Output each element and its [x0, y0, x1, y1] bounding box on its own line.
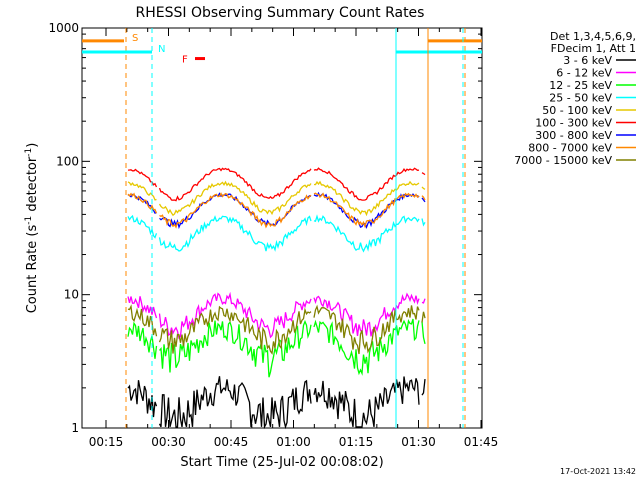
series-line-4	[421, 186, 426, 190]
legend-entry-label: 300 - 800 keV	[535, 129, 612, 142]
y-axis-label-mid: detector	[25, 156, 40, 216]
y-tick-label: 1	[71, 421, 79, 435]
series-line-2	[159, 319, 312, 378]
series-line-1	[158, 291, 312, 340]
legend: Det 1,3,4,5,6,9,FDecim 1, Att 13 - 6 keV…	[514, 30, 636, 167]
events-layer: S N F	[82, 28, 482, 428]
legend-header-line: Det 1,3,4,5,6,9,	[550, 30, 636, 43]
event-label-S: S	[132, 33, 138, 44]
series-line-5	[158, 167, 312, 202]
series-line-8	[158, 305, 312, 355]
series-line-8	[313, 304, 420, 355]
series-layer	[127, 167, 426, 430]
series-line-0	[421, 379, 426, 396]
series-line-8	[421, 311, 426, 323]
y-tick-label: 100	[56, 154, 79, 168]
series-line-6	[421, 197, 426, 203]
axis-ticks: 00:15 00:30 00:45 01:00 01:15 01:30 01:45 1 10 10…	[48, 21, 498, 449]
y-axis-label-end: )	[25, 143, 40, 148]
series-line-3	[158, 215, 312, 252]
x-axis-label: Start Time (25-Jul-02 00:08:02)	[180, 455, 383, 470]
event-label-N: N	[158, 44, 165, 55]
plot-frame	[81, 27, 483, 429]
x-tick-label: 01:15	[339, 435, 374, 449]
series-line-3	[313, 214, 420, 253]
series-line-1	[421, 298, 426, 304]
series-line-1	[313, 292, 420, 337]
series-line-4	[313, 180, 420, 217]
legend-entry-label: 100 - 300 keV	[535, 117, 612, 130]
legend-entry-label: 3 - 6 keV	[563, 54, 612, 67]
legend-entry-label: 7000 - 15000 keV	[514, 154, 612, 167]
event-label-F: F	[182, 55, 188, 66]
y-axis-label-sup1: -1	[24, 216, 34, 225]
legend-header-line: FDecim 1, Att 1	[551, 42, 636, 55]
series-line-7	[159, 192, 312, 229]
legend-entry-label: 800 - 7000 keV	[528, 142, 612, 155]
y-tick-label: 1000	[48, 21, 79, 35]
series-line-4	[158, 180, 312, 217]
y-axis-label: Count Rate (s-1 detector-1)	[24, 143, 40, 314]
series-line-5	[313, 167, 420, 201]
x-tick-label: 01:30	[401, 435, 436, 449]
series-line-7	[127, 192, 158, 214]
y-tick-label: 10	[64, 288, 79, 302]
series-line-2	[421, 321, 426, 345]
legend-entry-label: 6 - 12 keV	[556, 67, 612, 80]
series-line-0	[313, 376, 420, 428]
series-line-3	[421, 218, 426, 227]
legend-entry-label: 50 - 100 keV	[542, 104, 612, 117]
legend-entry-label: 12 - 25 keV	[549, 79, 612, 92]
y-axis-label-main: Count Rate (s	[25, 225, 40, 314]
x-tick-label: 00:30	[151, 435, 186, 449]
chart-title: RHESSI Observing Summary Count Rates	[136, 5, 425, 21]
legend-entry-label: 25 - 50 keV	[549, 92, 612, 105]
series-line-7	[313, 192, 420, 229]
x-tick-label: 01:00	[276, 435, 311, 449]
series-line-7	[421, 195, 426, 201]
x-tick-label: 00:15	[89, 435, 124, 449]
y-axis-label-sup2: -1	[24, 148, 34, 157]
x-tick-label: 00:45	[214, 435, 249, 449]
footer-timestamp: 17-Oct-2021 13:42	[560, 467, 636, 476]
series-line-1	[127, 296, 158, 319]
series-line-5	[421, 172, 426, 176]
series-line-0	[158, 376, 312, 430]
series-line-2	[313, 318, 420, 376]
x-tick-label: 01:45	[464, 435, 499, 449]
